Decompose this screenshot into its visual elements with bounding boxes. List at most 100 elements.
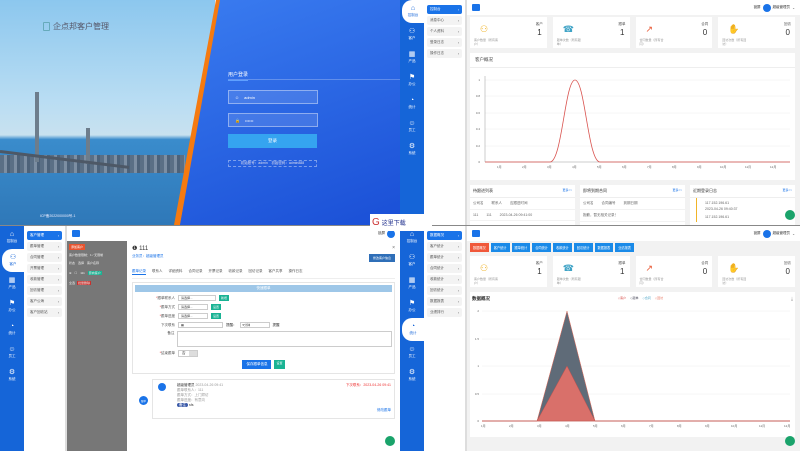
stat-card-followups[interactable]: ☎ 跟单 1 跟单次数（所有跟单） xyxy=(552,17,630,48)
stat-card-followups[interactable]: ☎ 跟单 1 跟单次数（所有跟单） xyxy=(552,256,630,287)
tab-contacts[interactable]: 联系人 xyxy=(152,269,163,273)
rail-item-staff[interactable]: ☺ 员工 xyxy=(8,346,16,358)
chat-button[interactable] xyxy=(785,210,795,220)
add-contact-button[interactable]: 新增 xyxy=(219,295,230,301)
submenu-item[interactable]: 跟单统计 › xyxy=(427,253,462,262)
legend-item[interactable]: ◇跟单 xyxy=(630,296,639,300)
rail-item-office[interactable]: ⚑ 办公 xyxy=(408,74,416,86)
user-name[interactable]: 超级管理员 xyxy=(772,231,791,235)
submenu-item[interactable]: 回访管理 › xyxy=(27,286,62,295)
submenu-item[interactable]: 数据报表 › xyxy=(427,297,462,306)
remind-select[interactable]: 5分钟 xyxy=(239,322,270,328)
rail-item-customer[interactable]: ⚇ 客户 xyxy=(2,249,24,272)
next-contact-date-input[interactable]: ▦ xyxy=(178,322,223,328)
chevron-down-icon[interactable]: ⌄ xyxy=(792,5,795,10)
download-icon[interactable]: ⤓ xyxy=(791,296,793,301)
tab-logs[interactable]: 操作日志 xyxy=(288,269,303,273)
select-all-checkbox[interactable]: 全选 xyxy=(69,281,76,285)
tab-performance-report[interactable]: 业绩报表 xyxy=(615,243,634,252)
settings-button[interactable]: 设置 xyxy=(274,360,285,369)
submenu-item[interactable]: 客户管理 › xyxy=(27,231,62,240)
chevron-down-icon[interactable]: ⌄ xyxy=(792,231,795,236)
tab-contract-stats[interactable]: 合同统计 xyxy=(532,243,551,252)
submenu-item[interactable]: 收款管理 › xyxy=(27,275,62,284)
table-row[interactable]: 111 111 2023-04-26 09:41:00 xyxy=(470,210,575,221)
lock-screen-button[interactable]: 锁屏 xyxy=(753,231,761,235)
submenu-item[interactable]: 个人资料 › xyxy=(427,27,462,36)
menu-toggle-button[interactable] xyxy=(472,4,480,11)
more-link[interactable]: 更多>> xyxy=(562,188,572,192)
tab-payments[interactable]: 收款记录 xyxy=(228,269,243,273)
rail-item-system[interactable]: ⚙ 系统 xyxy=(408,143,416,155)
submenu-item[interactable]: 回访统计 › xyxy=(427,286,462,295)
table-row[interactable]: ⊕ ☐ 111 意向客户 xyxy=(69,271,102,275)
menu-toggle-button[interactable] xyxy=(472,230,480,237)
submenu-item[interactable]: 跟单管理 › xyxy=(27,242,62,251)
chat-button[interactable] xyxy=(785,436,795,446)
menu-toggle-button[interactable] xyxy=(72,230,80,237)
password-input[interactable]: 🔒 •••••• xyxy=(228,113,318,127)
submenu-item[interactable]: 登录日志 › xyxy=(427,38,462,47)
rail-item-product[interactable]: ▦ 产品 xyxy=(8,277,16,289)
tab-customer-stats[interactable]: 客户统计 xyxy=(490,243,510,252)
rail-item-office[interactable]: ⚑ 办公 xyxy=(408,300,416,312)
save-followup-button[interactable]: 保存跟单信息 xyxy=(242,360,272,369)
submenu-item[interactable]: 控制台 › xyxy=(427,5,462,14)
stat-card-contracts[interactable]: ↗ 合同 0 合同数量（所有合同） xyxy=(635,256,713,287)
tab-invoices[interactable]: 开票记录 xyxy=(208,269,223,273)
rail-item-stats[interactable]: ◔ 统计 xyxy=(402,318,424,341)
rail-item-console[interactable]: ⌂ 控制台 xyxy=(406,231,418,243)
submenu-item[interactable]: 业绩排行 › xyxy=(427,308,462,317)
avatar[interactable] xyxy=(762,3,771,12)
tab-data-report[interactable]: 数据报表 xyxy=(594,243,614,252)
stat-card-contracts[interactable]: ↗ 合同 0 合同数量（所有合同） xyxy=(635,17,713,48)
rail-item-system[interactable]: ⚙ 系统 xyxy=(408,369,416,381)
stat-card-visits[interactable]: ✋ 回访 0 回访次数（所有回访） xyxy=(718,17,795,48)
tab-visits[interactable]: 回访记录 xyxy=(248,269,263,273)
more-link[interactable]: 更多>> xyxy=(672,188,682,192)
contact-select[interactable]: 请选择... xyxy=(178,295,216,301)
chat-button[interactable] xyxy=(385,436,395,446)
tab-details[interactable]: 详细资料 xyxy=(168,269,183,273)
lock-screen-button[interactable]: 锁屏 xyxy=(753,5,761,9)
note-textarea[interactable] xyxy=(177,331,392,347)
progress-settings-button[interactable]: 设置 xyxy=(211,313,222,319)
icp-footer[interactable]: ICP备2022000000号-1 xyxy=(40,214,76,218)
rail-item-product[interactable]: ▦ 产品 xyxy=(408,51,416,63)
submenu-item[interactable]: 客户公海 › xyxy=(27,297,62,306)
submenu-item[interactable]: 数据概况 › xyxy=(427,231,462,240)
username-input[interactable]: ☺ admin xyxy=(228,90,318,104)
submenu-item[interactable]: 合同统计 › xyxy=(427,264,462,273)
close-icon[interactable]: × xyxy=(392,245,395,251)
submenu-item[interactable]: 客户统计 › xyxy=(427,242,462,251)
method-select[interactable]: 请选择... xyxy=(178,304,208,310)
login-button[interactable]: 登录 xyxy=(228,134,317,148)
legend-item[interactable]: ◇合同 xyxy=(642,296,651,300)
lock-screen-button[interactable]: 锁屏 xyxy=(378,231,385,235)
tab-contracts[interactable]: 合同记录 xyxy=(188,269,203,273)
tab-followups[interactable]: 跟单记录 xyxy=(132,269,146,275)
submenu-item[interactable]: 开票管理 › xyxy=(27,264,62,273)
stat-card-customers[interactable]: ⚇ 客户 1 客户数量（所有客户） xyxy=(470,17,547,48)
edit-customer-button[interactable]: 修改客户信息 xyxy=(368,254,395,262)
tab-visit-stats[interactable]: 回访统计 xyxy=(573,243,593,252)
rail-item-customer[interactable]: ⚇ 客户 xyxy=(408,254,416,266)
finish-toggle[interactable]: 否 xyxy=(178,350,198,357)
rail-item-console[interactable]: ⌂ 控制台 xyxy=(402,0,424,23)
stat-card-visits[interactable]: ✋ 回访 0 回访次数（所有回访） xyxy=(718,256,795,287)
tab-payment-stats[interactable]: 收款统计 xyxy=(553,243,572,252)
submenu-item[interactable]: 客户回收站 › xyxy=(27,308,62,317)
rail-item-product[interactable]: ▦ 产品 xyxy=(408,277,416,289)
stat-card-customers[interactable]: ⚇ 客户 1 客户数量（所有客户） xyxy=(470,256,547,287)
rail-item-staff[interactable]: ☺ 员工 xyxy=(408,120,416,132)
tab-followup-stats[interactable]: 跟单统计 xyxy=(511,243,531,252)
rail-item-stats[interactable]: ◔ 统计 xyxy=(408,97,416,109)
tab-sharing[interactable]: 客户共享 xyxy=(268,269,283,273)
rail-item-system[interactable]: ⚙ 系统 xyxy=(8,369,16,381)
tab-overview[interactable]: 数据概况 xyxy=(470,243,489,252)
method-settings-button[interactable]: 设置 xyxy=(211,304,222,310)
submenu-item[interactable]: 合同管理 › xyxy=(27,253,62,262)
user-name[interactable]: 超级管理员 xyxy=(772,5,791,9)
submenu-item[interactable]: 操作日志 › xyxy=(427,49,462,58)
avatar[interactable] xyxy=(762,229,771,238)
